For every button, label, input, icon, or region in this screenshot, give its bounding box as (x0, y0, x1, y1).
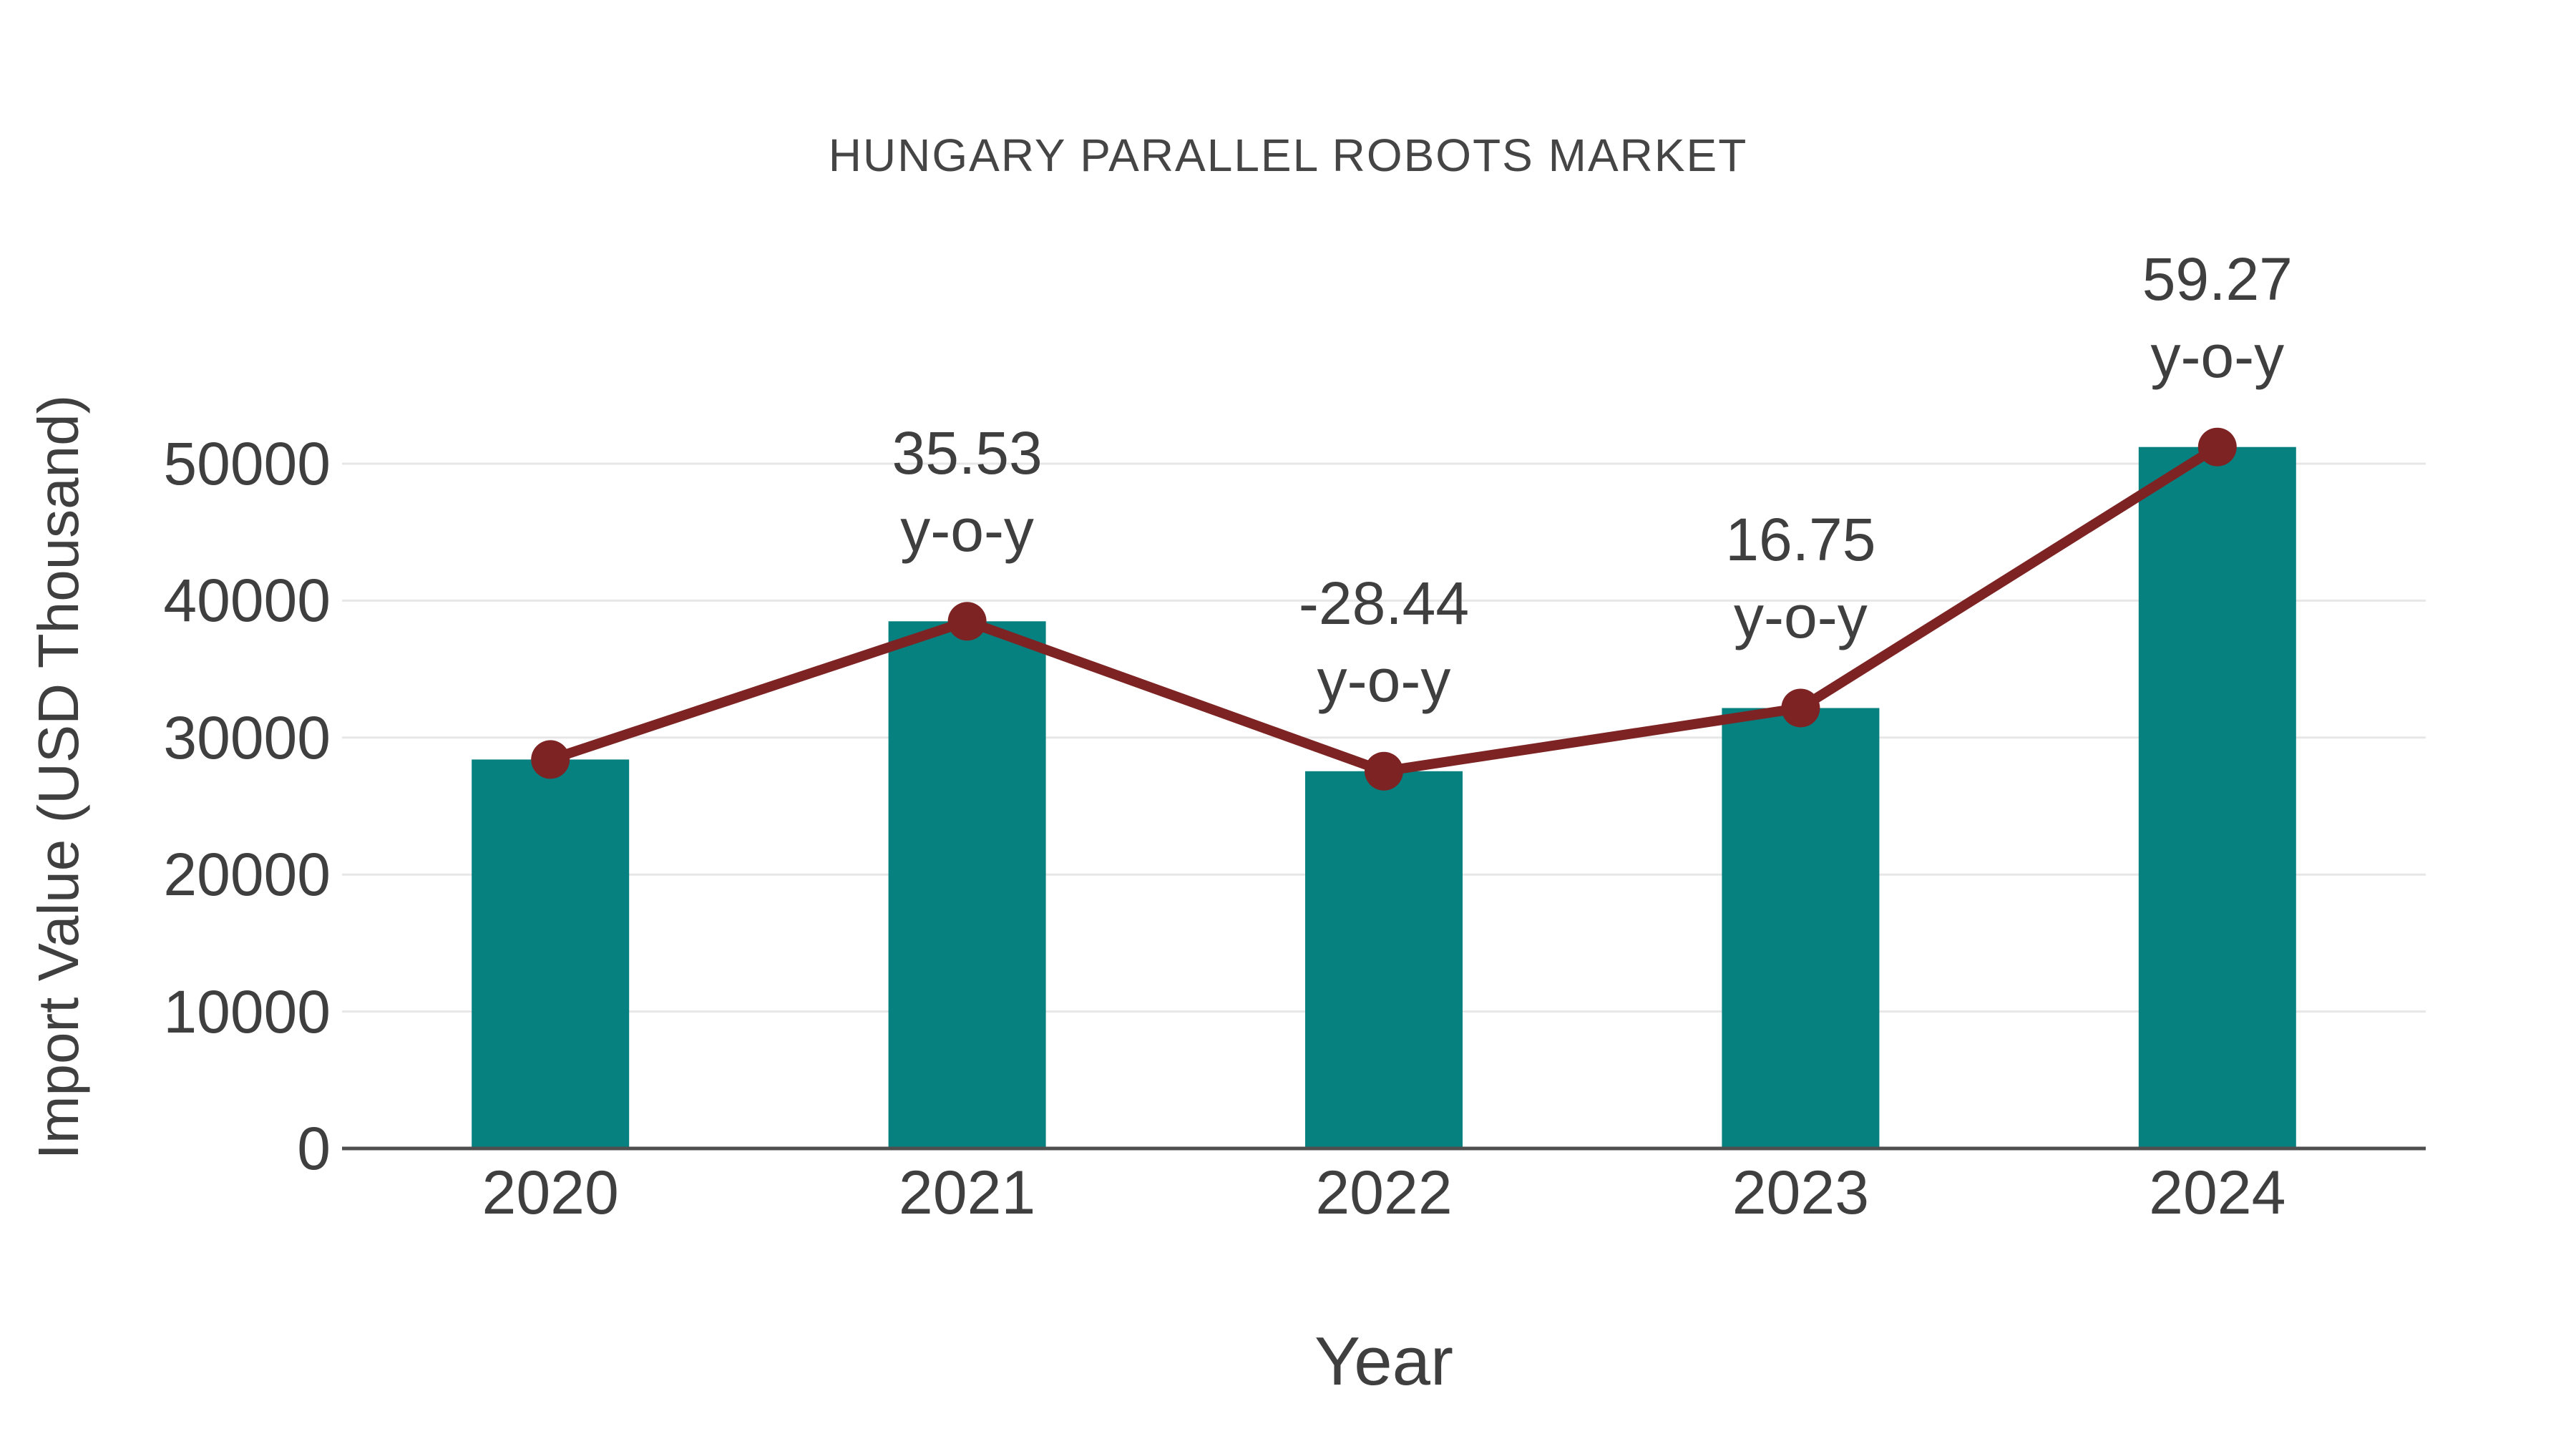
data-point-marker-2024 (2197, 427, 2237, 467)
yoy-annotation-2023: 16.75 y-o-y (1614, 501, 1986, 655)
yoy-annotation-2022: -28.44 y-o-y (1198, 565, 1570, 719)
y-tick-label: 10000 (163, 977, 331, 1045)
yoy-annotation-2021: 35.53 y-o-y (781, 414, 1153, 569)
x-tick-label: 2024 (2149, 1158, 2286, 1227)
data-point-marker-2023 (1781, 688, 1820, 728)
x-tick-label: 2021 (898, 1158, 1036, 1227)
x-tick-label: 2020 (482, 1158, 619, 1227)
bar-2021 (888, 621, 1046, 1148)
yoy-value-label: 16.75 (1725, 506, 1876, 574)
bar-2024 (2138, 447, 2296, 1148)
x-tick-label: 2023 (1732, 1158, 1870, 1227)
bar-2020 (472, 759, 630, 1148)
yoy-suffix-label: y-o-y (900, 497, 1034, 565)
x-axis-title: Year (1314, 1323, 1453, 1400)
yoy-value-label: -28.44 (1298, 569, 1470, 637)
y-tick-label: 40000 (163, 567, 331, 635)
y-tick-label: 0 (297, 1115, 331, 1182)
y-tick-label: 50000 (163, 430, 331, 497)
yoy-value-label: 59.27 (2142, 245, 2293, 313)
data-point-marker-2021 (947, 602, 987, 641)
data-point-marker-2020 (531, 740, 570, 779)
y-tick-label: 20000 (163, 841, 331, 909)
chart-title: HUNGARY PARALLEL ROBOTS MARKET (828, 130, 1748, 181)
yoy-value-label: 35.53 (892, 419, 1043, 487)
bar-2023 (1722, 708, 1880, 1148)
x-tick-label: 2022 (1315, 1158, 1453, 1227)
bar-2022 (1305, 771, 1463, 1148)
yoy-annotation-2024: 59.27 y-o-y (2031, 240, 2404, 395)
data-point-marker-2022 (1365, 751, 1403, 791)
yoy-suffix-label: y-o-y (1734, 583, 1868, 651)
y-tick-label: 30000 (163, 703, 331, 771)
yoy-suffix-label: y-o-y (2150, 322, 2285, 390)
yoy-suffix-label: y-o-y (1317, 646, 1451, 714)
